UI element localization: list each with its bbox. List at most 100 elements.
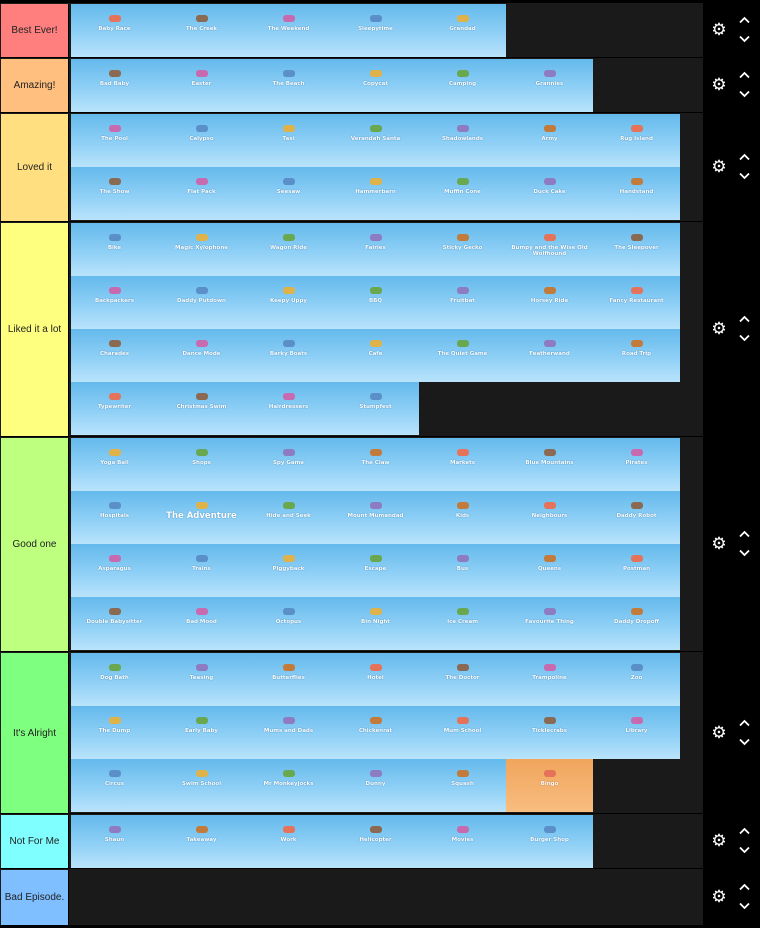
episode-tile[interactable]: Takeaway (158, 815, 245, 868)
episode-tile[interactable]: Trampoline (506, 653, 593, 706)
episode-tile[interactable]: Featherwand (506, 329, 593, 382)
episode-tile[interactable]: Shadowlands (419, 114, 506, 167)
episode-tile[interactable]: Horsey Ride (506, 276, 593, 329)
episode-tile[interactable]: Bike (71, 223, 158, 276)
tier-label[interactable]: Good one (1, 438, 69, 651)
episode-tile[interactable]: Flat Pack (158, 167, 245, 220)
tier-label[interactable]: Not For Me (1, 815, 69, 868)
episode-tile[interactable]: The Sleepover (593, 223, 680, 276)
episode-tile[interactable]: Barky Boats (245, 329, 332, 382)
episode-tile[interactable]: Keepy Uppy (245, 276, 332, 329)
episode-tile[interactable]: Double Babysitter (71, 597, 158, 650)
chevron-up-icon[interactable] (739, 315, 750, 323)
episode-tile[interactable]: Teasing (158, 653, 245, 706)
episode-tile[interactable]: Daddy Putdown (158, 276, 245, 329)
gear-icon[interactable]: ⚙ (711, 534, 727, 553)
episode-tile[interactable]: Handstand (593, 167, 680, 220)
episode-tile[interactable]: Shops (158, 438, 245, 491)
episode-tile[interactable]: Hairdressers (245, 382, 332, 435)
episode-tile[interactable]: Duck Cake (506, 167, 593, 220)
gear-icon[interactable]: ⚙ (711, 75, 727, 94)
episode-tile[interactable]: Baby Race (71, 4, 158, 57)
chevron-up-icon[interactable] (739, 153, 750, 161)
episode-tile[interactable]: Octopus (245, 597, 332, 650)
episode-tile[interactable]: Typewriter (71, 382, 158, 435)
episode-tile[interactable]: Queens (506, 544, 593, 597)
episode-tile[interactable]: Spy Game (245, 438, 332, 491)
episode-tile[interactable]: Squash (419, 759, 506, 812)
episode-tile[interactable]: Backpackers (71, 276, 158, 329)
episode-tile[interactable]: Helicopter (332, 815, 419, 868)
episode-tile[interactable]: Verandah Santa (332, 114, 419, 167)
episode-tile[interactable]: Kids (419, 491, 506, 544)
episode-tile[interactable]: Pirates (593, 438, 680, 491)
episode-tile[interactable]: Stumpfest (332, 382, 419, 435)
episode-tile[interactable]: The Adventure (158, 491, 245, 544)
episode-tile[interactable]: Charades (71, 329, 158, 382)
episode-tile[interactable]: The Claw (332, 438, 419, 491)
chevron-down-icon[interactable] (739, 549, 750, 557)
episode-tile[interactable]: Mount Mumandad (332, 491, 419, 544)
episode-tile[interactable]: Ice Cream (419, 597, 506, 650)
episode-tile[interactable]: The Show (71, 167, 158, 220)
episode-tile[interactable]: BBQ (332, 276, 419, 329)
episode-tile[interactable]: Hide and Seek (245, 491, 332, 544)
episode-tile[interactable]: Favourite Thing (506, 597, 593, 650)
episode-tile[interactable]: Copycat (332, 59, 419, 112)
episode-tile[interactable]: Dog Bath (71, 653, 158, 706)
episode-tile[interactable]: Circus (71, 759, 158, 812)
gear-icon[interactable]: ⚙ (711, 887, 727, 906)
episode-tile[interactable]: Early Baby (158, 706, 245, 759)
chevron-down-icon[interactable] (739, 90, 750, 98)
episode-tile[interactable]: The Beach (245, 59, 332, 112)
episode-tile[interactable]: Yoga Ball (71, 438, 158, 491)
episode-tile[interactable]: Daddy Dropoff (593, 597, 680, 650)
episode-tile[interactable]: Blue Mountains (506, 438, 593, 491)
chevron-up-icon[interactable] (739, 71, 750, 79)
episode-tile[interactable]: Grannies (506, 59, 593, 112)
episode-tile[interactable]: Trains (158, 544, 245, 597)
gear-icon[interactable]: ⚙ (711, 20, 727, 39)
chevron-down-icon[interactable] (739, 902, 750, 910)
episode-tile[interactable]: Christmas Swim (158, 382, 245, 435)
episode-tile[interactable]: Bad Mood (158, 597, 245, 650)
episode-tile[interactable]: Fruitbat (419, 276, 506, 329)
tier-label[interactable]: Loved it (1, 114, 69, 221)
episode-tile[interactable]: Taxi (245, 114, 332, 167)
episode-tile[interactable]: Rug Island (593, 114, 680, 167)
episode-tile[interactable]: Grandad (419, 4, 506, 57)
episode-tile[interactable]: Butterflies (245, 653, 332, 706)
episode-tile[interactable]: Neighbours (506, 491, 593, 544)
episode-tile[interactable]: Road Trip (593, 329, 680, 382)
chevron-down-icon[interactable] (739, 35, 750, 43)
chevron-down-icon[interactable] (739, 846, 750, 854)
episode-tile[interactable]: Ticklecrabs (506, 706, 593, 759)
episode-tile[interactable]: Muffin Cone (419, 167, 506, 220)
episode-tile[interactable]: Hotel (332, 653, 419, 706)
episode-tile[interactable]: Library (593, 706, 680, 759)
chevron-down-icon[interactable] (739, 334, 750, 342)
tier-label[interactable]: Amazing! (1, 59, 69, 112)
episode-tile[interactable]: Mums and Dads (245, 706, 332, 759)
episode-tile[interactable]: Easter (158, 59, 245, 112)
episode-tile[interactable]: Escape (332, 544, 419, 597)
episode-tile[interactable]: Mum School (419, 706, 506, 759)
episode-tile[interactable]: The Pool (71, 114, 158, 167)
tier-label[interactable]: It's Alright (1, 653, 69, 813)
episode-tile[interactable]: Piggyback (245, 544, 332, 597)
gear-icon[interactable]: ⚙ (711, 831, 727, 850)
episode-tile[interactable]: Markets (419, 438, 506, 491)
chevron-up-icon[interactable] (739, 530, 750, 538)
episode-tile[interactable]: Bad Baby (71, 59, 158, 112)
gear-icon[interactable]: ⚙ (711, 722, 727, 742)
tier-label[interactable]: Bad Episode. (1, 870, 69, 925)
episode-tile[interactable]: Camping (419, 59, 506, 112)
episode-tile[interactable]: Magic Xylophone (158, 223, 245, 276)
episode-tile[interactable]: The Quiet Game (419, 329, 506, 382)
episode-tile[interactable]: Hospitals (71, 491, 158, 544)
chevron-up-icon[interactable] (739, 827, 750, 835)
chevron-up-icon[interactable] (739, 883, 750, 891)
episode-tile[interactable]: Shaun (71, 815, 158, 868)
episode-tile[interactable]: Movies (419, 815, 506, 868)
episode-tile[interactable]: Bingo (506, 759, 593, 812)
